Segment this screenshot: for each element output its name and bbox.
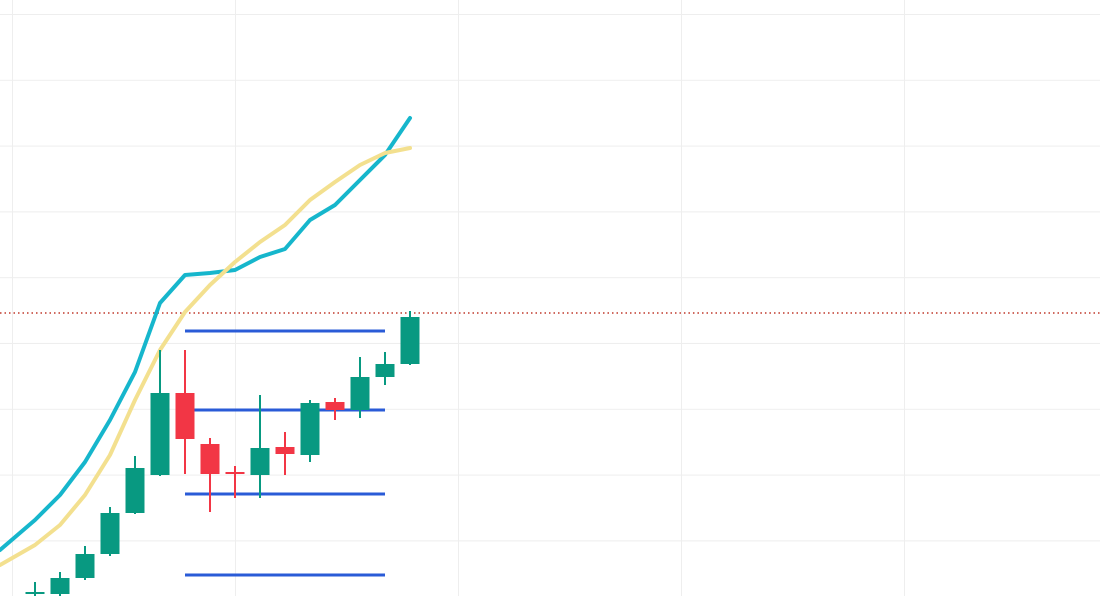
- candle-body: [100, 513, 120, 554]
- ma-line: [0, 116, 412, 552]
- candle-body: [400, 317, 420, 364]
- candle-body: [325, 402, 345, 410]
- candle-body: [25, 592, 45, 594]
- candle-body: [250, 448, 270, 475]
- candle-body: [275, 447, 295, 454]
- candle-body: [200, 444, 220, 474]
- candle-body: [350, 377, 370, 410]
- candle-body: [75, 554, 95, 578]
- candle-body: [225, 472, 245, 474]
- candle-body: [125, 468, 145, 513]
- candle-body: [150, 393, 170, 475]
- candle-body: [300, 403, 320, 455]
- candle-body: [375, 364, 395, 377]
- ma-line: [0, 146, 412, 567]
- candle-body: [50, 578, 70, 594]
- candle-body: [175, 393, 195, 439]
